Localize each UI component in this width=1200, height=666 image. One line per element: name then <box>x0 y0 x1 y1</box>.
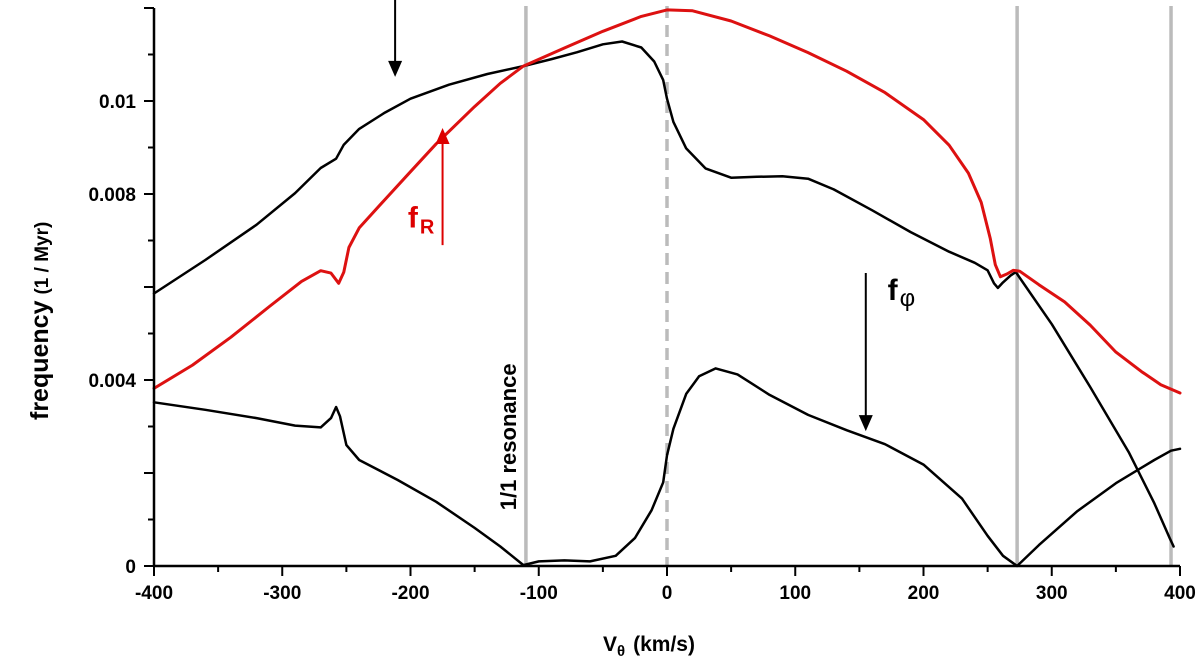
x-axis-title-sub: θ <box>617 643 625 660</box>
y-tick-label-3: 0.01 <box>99 92 136 113</box>
annotations-group: fφ fR fφ <box>388 0 916 432</box>
y-tick-label-0: 0 <box>125 557 136 578</box>
y-tick-label-2: 0.008 <box>88 185 136 206</box>
x-tick-label-3: -100 <box>520 583 558 604</box>
y-axis-title-main: frequency <box>26 300 54 420</box>
y-axis-title-unit: (1 / Myr) <box>32 222 53 295</box>
annotation-arrowhead-2 <box>858 415 873 432</box>
vline-label-0: 1/1 resonance <box>496 363 521 510</box>
ticks-group: -400 -300 -200 -100 0 100 200 300 400 0 0.004 0.008… <box>88 7 1196 604</box>
series-line-1 <box>152 8 1182 395</box>
x-tick-label-5: 100 <box>779 583 811 604</box>
series-line-0 <box>152 40 1175 548</box>
annotation-2: fφ <box>858 273 916 432</box>
x-tick-label-8: 400 <box>1164 583 1196 604</box>
annotation-arrowhead-0 <box>388 60 403 77</box>
x-tick-label-1: -300 <box>263 583 301 604</box>
x-axis-title-unit: (km/s) <box>633 633 695 656</box>
x-tick-label-2: -200 <box>391 583 429 604</box>
y-axis-title: frequency (1 / Myr) <box>26 222 54 420</box>
x-tick-label-0: -400 <box>135 583 173 604</box>
annotation-0: fφ <box>388 0 403 77</box>
annotation-label-2: fφ <box>888 274 916 312</box>
x-tick-label-7: 300 <box>1036 583 1068 604</box>
series-line-2 <box>152 367 1182 568</box>
annotation-arrowhead-1 <box>435 127 450 144</box>
x-tick-label-4: 0 <box>662 583 673 604</box>
x-tick-label-6: 200 <box>908 583 940 604</box>
x-axis-title-main: V <box>603 633 617 656</box>
reference-lines: 1/1 resonanceco-rotation-1/1 <box>496 6 1173 566</box>
series-group <box>152 8 1182 568</box>
y-tick-label-1: 0.004 <box>88 371 136 392</box>
x-axis-title: Vθ (km/s) <box>603 633 695 660</box>
